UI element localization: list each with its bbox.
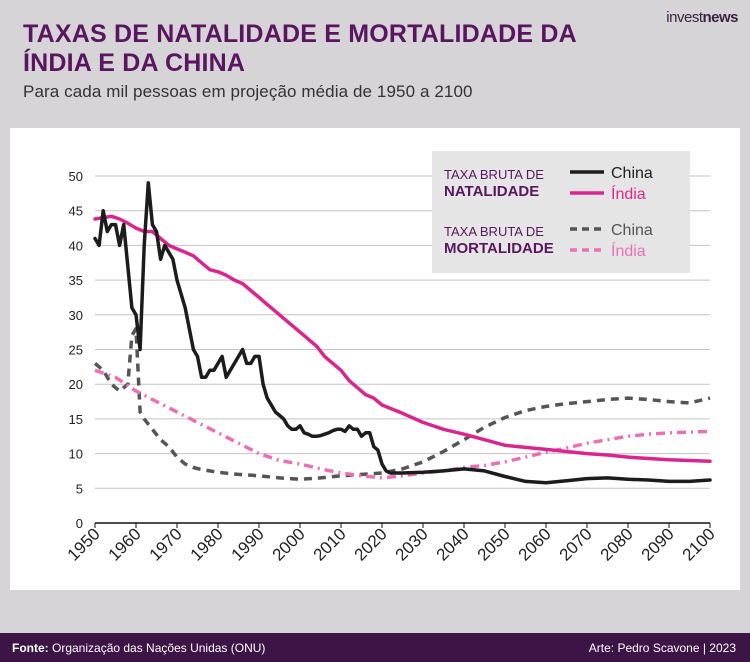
x-tick-labels: 1950 1960 1970 1980 1990 2000 2010 2020 2030 2040… — [64, 524, 719, 564]
legend-death-prefix: TAXA BRUTA DE — [444, 224, 544, 239]
x-tick-label-2090: 2090 — [638, 524, 678, 564]
source-text: Organização das Nações Unidas (ONU) — [52, 641, 266, 655]
x-tick-label-2030: 2030 — [392, 524, 432, 564]
y-tick-label-0: 0 — [76, 516, 83, 531]
footer: Fonte: Organização das Nações Unidas (ON… — [0, 633, 750, 662]
x-tick-label-1950: 1950 — [64, 524, 104, 564]
y-tick-label-5: 5 — [76, 481, 83, 496]
x-tick-label-2070: 2070 — [556, 524, 596, 564]
source-credit: Fonte: Organização das Nações Unidas (ON… — [12, 641, 265, 655]
y-tick-label-25: 25 — [69, 343, 83, 358]
legend-label-birth-china: China — [611, 165, 653, 182]
legend-label-death-india: Índia — [611, 241, 646, 260]
legend-birth-word: NATALIDADE — [444, 183, 539, 200]
chart-subtitle: Para cada mil pessoas em projeção média … — [23, 82, 473, 101]
y-tick-label-35: 35 — [69, 273, 83, 288]
legend-label-birth-india: Índia — [611, 184, 646, 203]
legend-label-death-china: China — [611, 222, 653, 239]
series-line-mortalidade-china — [93, 326, 711, 482]
series-line-natalidade-india — [93, 214, 712, 463]
source-label: Fonte: — [12, 641, 49, 655]
chart-panel: 0 5 10 15 20 25 30 35 40 45 50 1950 1960 1970 1980 199… — [10, 128, 740, 590]
y-tick-label-20: 20 — [69, 377, 83, 392]
y-tick-labels: 0 5 10 15 20 25 30 35 40 45 50 — [69, 169, 83, 531]
brand-logo-part1: invest — [666, 9, 703, 26]
chart-title: TAXAS DE NATALIDADE E MORTALIDADE DA ÍND… — [23, 20, 577, 77]
x-tick-label-2020: 2020 — [351, 524, 391, 564]
brand-logo: investnews — [666, 9, 738, 26]
legend-death-word: MORTALIDADE — [444, 240, 554, 257]
legend-birth-prefix: TAXA BRUTA DE — [444, 167, 544, 182]
x-tick-label-1990: 1990 — [228, 524, 268, 564]
x-tick-label-2050: 2050 — [474, 524, 514, 564]
x-tick-label-2060: 2060 — [515, 524, 555, 564]
series-line-natalidade-china — [93, 181, 712, 485]
y-tick-label-15: 15 — [69, 412, 83, 427]
brand-logo-part2: news — [702, 9, 738, 26]
art-credit: Arte: Pedro Scavone | 2023 — [588, 641, 736, 655]
x-tick-label-1970: 1970 — [146, 524, 186, 564]
chart-svg: 0 5 10 15 20 25 30 35 40 45 50 1950 1960 1970 1980 199… — [64, 151, 719, 565]
series-line-mortalidade-india — [94, 368, 711, 480]
legend-box — [432, 151, 690, 273]
y-tick-label-10: 10 — [69, 447, 83, 462]
x-tick-label-1980: 1980 — [187, 524, 227, 564]
y-tick-label-40: 40 — [69, 238, 83, 253]
x-tick-label-2080: 2080 — [597, 524, 637, 564]
x-tick-label-2010: 2010 — [310, 524, 350, 564]
y-tick-label-45: 45 — [69, 204, 83, 219]
legend: TAXA BRUTA DE NATALIDADE China Índia TAX… — [432, 151, 690, 273]
y-tick-label-50: 50 — [69, 169, 83, 184]
x-tick-label-2040: 2040 — [433, 524, 473, 564]
x-tick-label-2100: 2100 — [679, 524, 719, 564]
x-tick-label-1960: 1960 — [105, 524, 145, 564]
y-tick-label-30: 30 — [69, 308, 83, 323]
x-tick-label-2000: 2000 — [269, 524, 309, 564]
series-lines — [93, 181, 712, 485]
